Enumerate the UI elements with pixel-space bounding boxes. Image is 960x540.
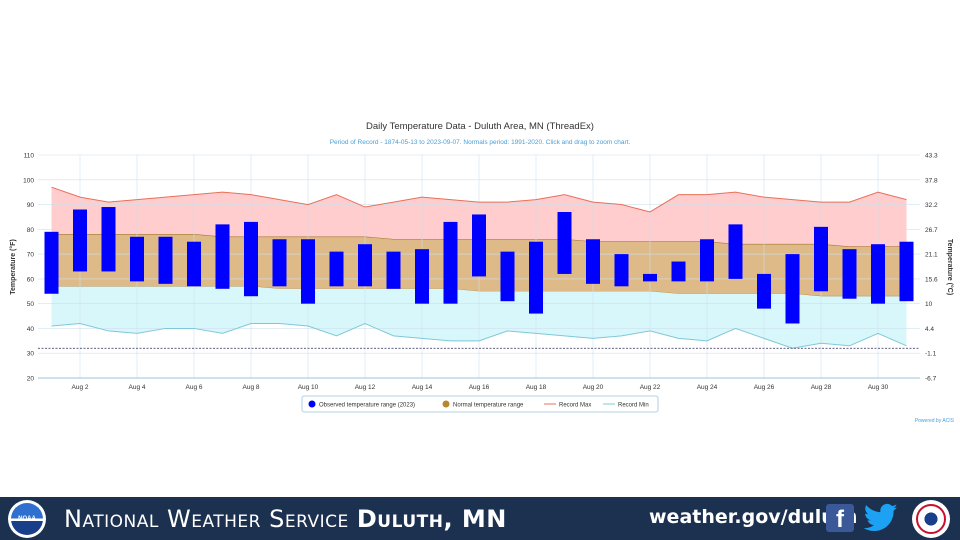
observed-range-bar[interactable] [215, 224, 230, 289]
x-tick-label: Aug 30 [868, 384, 889, 391]
y-tick-label-right: 4.4 [925, 326, 934, 333]
x-tick-label: Aug 2 [72, 384, 89, 391]
y-axis-right-label: Temperature (°C) [946, 239, 954, 295]
y-tick-label-left: 50 [27, 301, 35, 308]
y-tick-label-right: -6.7 [925, 376, 937, 383]
y-tick-label-left: 90 [27, 202, 35, 209]
axes-layer: 110 43.3 100 37.8 90 32.2 80 26.7 70 21.1 60 15.6 50… [23, 153, 938, 392]
observed-range-bar[interactable] [842, 249, 857, 299]
x-tick-label: Aug 6 [186, 384, 203, 391]
y-tick-label-right: 26.7 [925, 227, 938, 234]
legend-item-record-max[interactable]: Record Max [544, 403, 591, 409]
observed-range-bar[interactable] [443, 221, 458, 304]
x-tick-label: Aug 10 [298, 384, 319, 391]
observed-range-bar[interactable] [700, 239, 714, 282]
org-name-prefix: National Weather Service [64, 505, 349, 533]
legend-item-record-min[interactable]: Record Min [603, 403, 649, 409]
observed-range-bar[interactable] [244, 221, 258, 297]
x-tick-label: Aug 28 [811, 384, 832, 391]
x-tick-label: Aug 16 [469, 384, 490, 391]
observed-range-bar[interactable] [73, 209, 87, 272]
legend-label-observed: Observed temperature range (2023) [319, 403, 415, 409]
observed-range-bar[interactable] [728, 224, 743, 279]
observed-range-bar[interactable] [899, 241, 914, 302]
observed-range-bar[interactable] [130, 236, 144, 282]
observed-range-bar[interactable] [358, 244, 372, 287]
observed-range-bar[interactable] [785, 254, 800, 324]
observed-range-bar[interactable] [871, 244, 885, 304]
observed-range-bar[interactable] [187, 241, 201, 287]
y-tick-label-left: 100 [23, 177, 34, 184]
y-tick-label-right: 43.3 [925, 153, 938, 160]
y-tick-label-left: 110 [24, 153, 35, 160]
facebook-icon[interactable]: f [826, 504, 854, 533]
observed-range-bar[interactable] [757, 273, 771, 309]
twitter-icon[interactable] [864, 503, 898, 533]
observed-range-bar[interactable] [329, 251, 344, 287]
noaa-logo-icon: NOAA [8, 500, 46, 538]
x-tick-label: Aug 20 [583, 384, 604, 391]
y-tick-label-left: 40 [27, 326, 35, 333]
y-tick-label-right: -1.1 [925, 351, 937, 358]
legend-item-normal[interactable]: Normal temperature range [442, 400, 525, 409]
bars-layer [44, 207, 914, 324]
y-tick-label-left: 30 [27, 351, 35, 358]
x-tick-label: Aug 8 [243, 384, 260, 391]
observed-range-bar[interactable] [643, 273, 657, 282]
lines-layer [38, 186, 920, 349]
legend-label-record-min: Record Min [618, 403, 649, 409]
observed-range-bar[interactable] [671, 261, 686, 282]
chart-subtitle: Period of Record - 1874-05-13 to 2023-09… [330, 139, 631, 146]
chart-credit[interactable]: Powered by ACIS [915, 418, 955, 424]
legend-marker-normal [442, 400, 450, 408]
x-tick-label: Aug 4 [129, 384, 146, 391]
x-tick-label: Aug 26 [754, 384, 775, 391]
y-tick-label-right: 21.1 [925, 252, 938, 259]
observed-range-bar[interactable] [814, 226, 828, 292]
observed-range-bar[interactable] [614, 254, 629, 287]
legend-label-record-max: Record Max [559, 403, 591, 409]
nws-logo-icon [912, 500, 950, 538]
legend-label-normal: Normal temperature range [453, 403, 524, 409]
observed-range-bar[interactable] [101, 207, 116, 272]
observed-range-bar[interactable] [415, 249, 429, 304]
y-tick-label-right: 10 [925, 301, 933, 308]
y-tick-label-right: 32.2 [925, 202, 938, 209]
observed-range-bar[interactable] [272, 239, 287, 287]
y-axis-left-label: Temperature (°F) [9, 239, 17, 295]
record-max-line [51, 186, 907, 213]
observed-range-bar[interactable] [557, 211, 572, 274]
chart-legend: Observed temperature range (2023) Normal… [301, 395, 659, 413]
x-tick-label: Aug 24 [697, 384, 718, 391]
observed-range-bar[interactable] [158, 236, 173, 284]
legend-marker-observed [308, 400, 316, 408]
x-tick-label: Aug 12 [355, 384, 376, 391]
x-tick-label: Aug 14 [412, 384, 433, 391]
chart-title: Daily Temperature Data - Duluth Area, MN… [366, 121, 594, 132]
y-tick-label-left: 20 [27, 376, 35, 383]
y-tick-label-right: 15.6 [925, 276, 938, 283]
x-tick-label: Aug 18 [526, 384, 547, 391]
observed-range-bar[interactable] [472, 214, 486, 277]
temperature-chart[interactable]: 110 43.3 100 37.8 90 32.2 80 26.7 70 21.1 60 15.6 50… [0, 0, 960, 497]
record-min-line [51, 322, 907, 349]
observed-range-bar[interactable] [301, 239, 315, 304]
footer-banner: NOAA National Weather Service Duluth, MN… [0, 497, 960, 540]
y-tick-label-left: 60 [27, 276, 35, 283]
site-url-link[interactable]: weather.gov/duluth [649, 506, 858, 528]
legend-item-observed[interactable]: Observed temperature range (2023) [308, 400, 416, 409]
observed-range-bar[interactable] [44, 231, 59, 294]
org-name: National Weather Service Duluth, MN [64, 505, 507, 533]
y-tick-label-left: 70 [27, 252, 35, 259]
observed-range-bar[interactable] [386, 251, 401, 289]
observed-range-bar[interactable] [586, 239, 600, 284]
x-tick-label: Aug 22 [640, 384, 661, 391]
y-tick-label-right: 37.8 [925, 177, 938, 184]
org-name-city: Duluth, MN [356, 505, 507, 533]
observed-range-bar[interactable] [529, 241, 543, 314]
observed-range-bar[interactable] [500, 251, 515, 302]
y-tick-label-left: 80 [27, 227, 35, 234]
noaa-logo-text: NOAA [11, 503, 43, 535]
